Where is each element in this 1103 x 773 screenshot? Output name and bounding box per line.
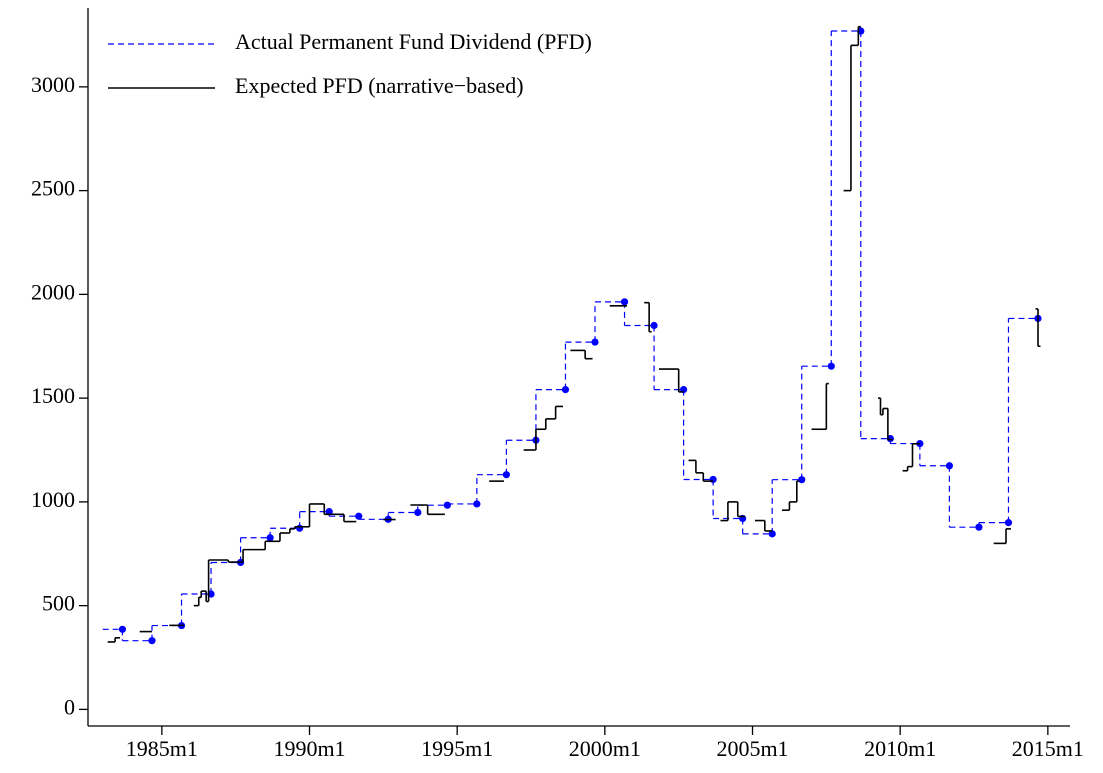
point xyxy=(414,508,422,517)
y-tick-label: 2500 xyxy=(31,176,75,201)
point xyxy=(975,523,983,531)
point xyxy=(827,362,835,370)
point xyxy=(266,534,274,542)
y-tick-label: 3000 xyxy=(31,72,75,97)
point xyxy=(296,524,304,532)
point xyxy=(591,338,599,346)
y-tick-label: 500 xyxy=(42,591,75,616)
x-tick-label: 1995m1 xyxy=(421,736,493,761)
point xyxy=(502,471,510,479)
point xyxy=(798,476,806,484)
x-tick-label: 2015m1 xyxy=(1012,736,1084,761)
legend: Actual Permanent Fund Dividend (PFD) Expe… xyxy=(108,29,592,98)
y-tick-label: 0 xyxy=(64,694,75,719)
legend-label: Expected PFD (narrative−based) xyxy=(235,73,524,98)
y-tick-label: 1000 xyxy=(31,487,75,512)
point xyxy=(118,625,127,633)
point xyxy=(768,530,776,538)
point xyxy=(620,298,629,306)
x-tick-label: 2000m1 xyxy=(569,736,641,761)
point xyxy=(325,508,333,516)
x-tick-label: 1985m1 xyxy=(126,736,198,761)
point xyxy=(945,462,954,470)
point xyxy=(650,321,658,330)
point xyxy=(709,475,717,484)
point xyxy=(561,386,570,394)
x-tick-label: 1990m1 xyxy=(273,736,345,761)
y-tick-label: 1500 xyxy=(31,383,75,408)
x-tick-label: 2010m1 xyxy=(864,736,936,761)
point xyxy=(473,500,481,508)
point xyxy=(355,512,363,520)
legend-label: Actual Permanent Fund Dividend (PFD) xyxy=(235,29,592,54)
point xyxy=(148,637,156,645)
x-tick-label: 2005m1 xyxy=(716,736,788,761)
point xyxy=(443,501,451,509)
y-tick-label: 2000 xyxy=(31,279,75,304)
point xyxy=(1004,519,1013,527)
point xyxy=(916,439,924,448)
